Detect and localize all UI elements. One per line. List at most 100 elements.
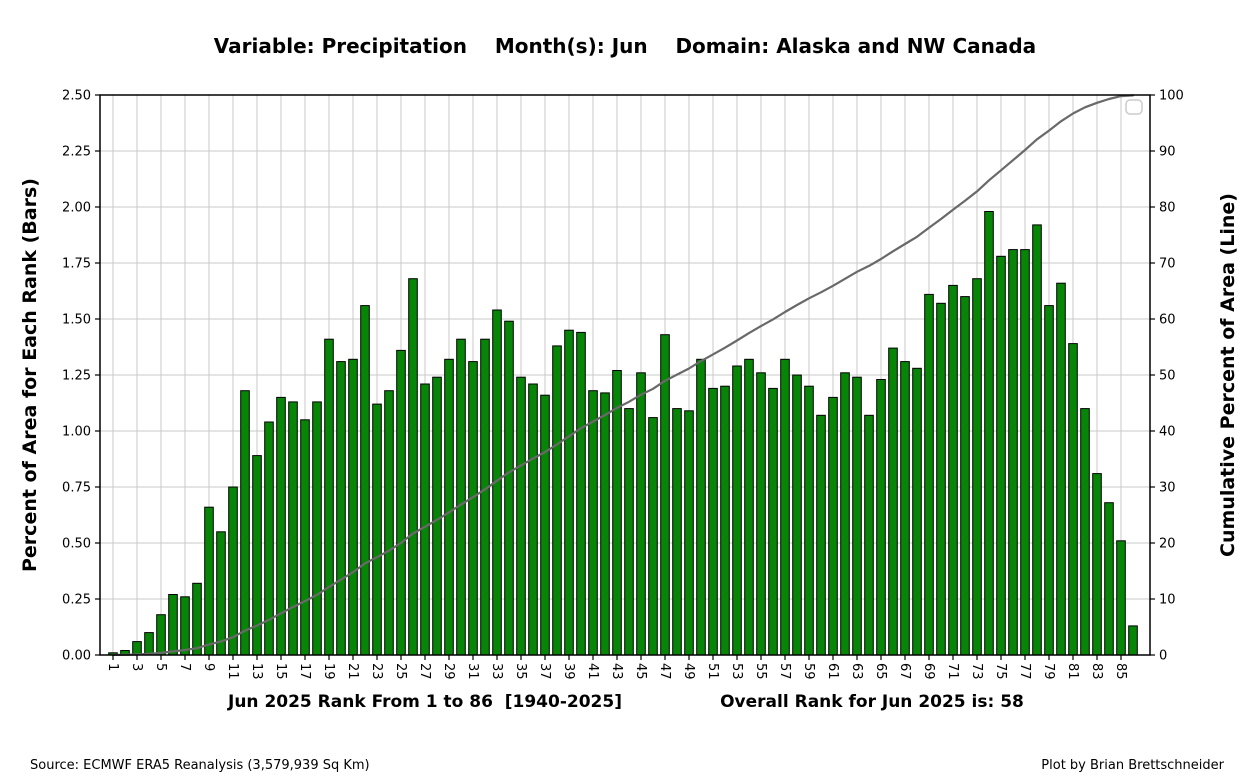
bar-rank-60 bbox=[816, 414, 826, 656]
right-tick-label: 30 bbox=[1159, 481, 1176, 496]
bar-rank-44 bbox=[624, 408, 634, 656]
x-tick-label: 83 bbox=[1089, 663, 1104, 680]
bar-rank-19 bbox=[324, 338, 334, 656]
bar-rank-24 bbox=[384, 390, 394, 656]
x-tick-label: 39 bbox=[561, 663, 576, 680]
x-tick-label: 45 bbox=[633, 663, 648, 680]
bar-rank-50 bbox=[696, 358, 706, 656]
bar-rank-71 bbox=[948, 284, 958, 656]
bar-rank-5 bbox=[156, 614, 166, 656]
x-tick-label: 57 bbox=[777, 663, 792, 680]
bar-rank-32 bbox=[480, 338, 490, 656]
right-tick-label: 60 bbox=[1159, 313, 1176, 328]
x-tick-label: 25 bbox=[393, 663, 408, 680]
x-tick-label: 75 bbox=[993, 663, 1008, 680]
bar-rank-23 bbox=[372, 403, 382, 656]
x-tick-label: 21 bbox=[345, 663, 360, 680]
right-tick-label: 40 bbox=[1159, 425, 1176, 440]
bar-rank-36 bbox=[528, 383, 538, 656]
author-credit-text: Plot by Brian Brettschneider bbox=[1041, 758, 1224, 773]
bar-rank-35 bbox=[516, 376, 526, 656]
bar-rank-73 bbox=[972, 278, 982, 656]
right-tick-label: 0 bbox=[1159, 649, 1167, 664]
x-tick-label: 63 bbox=[849, 663, 864, 680]
bar-rank-57 bbox=[780, 358, 790, 656]
bar-rank-9 bbox=[204, 506, 214, 656]
x-tick-label: 51 bbox=[705, 663, 720, 680]
bar-rank-15 bbox=[276, 396, 286, 656]
bar-rank-86 bbox=[1128, 625, 1138, 656]
x-tick-label: 1 bbox=[105, 663, 120, 671]
bar-rank-25 bbox=[396, 349, 406, 656]
bar-rank-83 bbox=[1092, 473, 1102, 656]
x-tick-label: 55 bbox=[753, 663, 768, 680]
bar-rank-10 bbox=[216, 531, 226, 656]
bar-rank-21 bbox=[348, 358, 358, 656]
bar-rank-55 bbox=[756, 372, 766, 656]
left-tick-label: 2.50 bbox=[62, 89, 91, 104]
right-tick-label: 90 bbox=[1159, 145, 1176, 160]
bar-rank-27 bbox=[420, 383, 430, 656]
x-tick-label: 43 bbox=[609, 663, 624, 680]
bar-rank-70 bbox=[936, 302, 946, 656]
x-tick-label: 85 bbox=[1113, 663, 1128, 680]
bar-rank-37 bbox=[540, 394, 550, 656]
x-tick-label: 47 bbox=[657, 663, 672, 680]
bar-rank-4 bbox=[144, 632, 154, 656]
left-tick-label: 2.00 bbox=[62, 201, 91, 216]
bar-rank-54 bbox=[744, 358, 754, 656]
x-tick-label: 49 bbox=[681, 663, 696, 680]
bar-rank-6 bbox=[168, 594, 178, 656]
bar-rank-41 bbox=[588, 390, 598, 656]
x-tick-label: 3 bbox=[129, 663, 144, 671]
right-tick-label: 80 bbox=[1159, 201, 1176, 216]
x-tick-label: 23 bbox=[369, 663, 384, 680]
bar-rank-53 bbox=[732, 365, 742, 656]
x-tick-label: 33 bbox=[489, 663, 504, 680]
legend-box bbox=[1125, 99, 1143, 115]
left-tick-label: 0.50 bbox=[62, 537, 91, 552]
bar-rank-48 bbox=[672, 408, 682, 656]
bar-rank-62 bbox=[840, 372, 850, 656]
bar-rank-30 bbox=[456, 338, 466, 656]
bar-rank-68 bbox=[912, 367, 922, 656]
bar-rank-81 bbox=[1068, 343, 1078, 656]
x-tick-label: 69 bbox=[921, 663, 936, 680]
bar-rank-69 bbox=[924, 293, 934, 656]
bar-rank-58 bbox=[792, 374, 802, 656]
left-tick-label: 1.00 bbox=[62, 425, 91, 440]
x-tick-label: 77 bbox=[1017, 663, 1032, 680]
left-tick-label: 0.00 bbox=[62, 649, 91, 664]
bar-rank-17 bbox=[300, 419, 310, 656]
bar-rank-26 bbox=[408, 278, 418, 656]
bar-rank-18 bbox=[312, 401, 322, 656]
bar-rank-29 bbox=[444, 358, 454, 656]
x-tick-label: 29 bbox=[441, 663, 456, 680]
bar-rank-78 bbox=[1032, 224, 1042, 656]
x-tick-label: 17 bbox=[297, 663, 312, 680]
bar-rank-84 bbox=[1104, 502, 1114, 656]
x-tick-label: 13 bbox=[249, 663, 264, 680]
bar-rank-77 bbox=[1020, 249, 1030, 656]
bar-rank-42 bbox=[600, 392, 610, 656]
bar-rank-85 bbox=[1116, 540, 1126, 656]
x-tick-label: 15 bbox=[273, 663, 288, 680]
x-tick-label: 19 bbox=[321, 663, 336, 680]
bar-rank-72 bbox=[960, 296, 970, 656]
x-tick-label: 79 bbox=[1041, 663, 1056, 680]
left-tick-label: 1.25 bbox=[62, 369, 91, 384]
bar-rank-82 bbox=[1080, 408, 1090, 656]
x-tick-label: 9 bbox=[201, 663, 216, 671]
right-tick-label: 20 bbox=[1159, 537, 1176, 552]
bar-rank-59 bbox=[804, 385, 814, 656]
x-tick-label: 65 bbox=[873, 663, 888, 680]
x-tick-label: 53 bbox=[729, 663, 744, 680]
x-tick-label: 81 bbox=[1065, 663, 1080, 680]
cumulative-percent-line bbox=[111, 94, 1135, 657]
bar-rank-12 bbox=[240, 390, 250, 656]
right-tick-label: 70 bbox=[1159, 257, 1176, 272]
bar-rank-8 bbox=[192, 582, 202, 656]
bar-rank-51 bbox=[708, 387, 718, 656]
